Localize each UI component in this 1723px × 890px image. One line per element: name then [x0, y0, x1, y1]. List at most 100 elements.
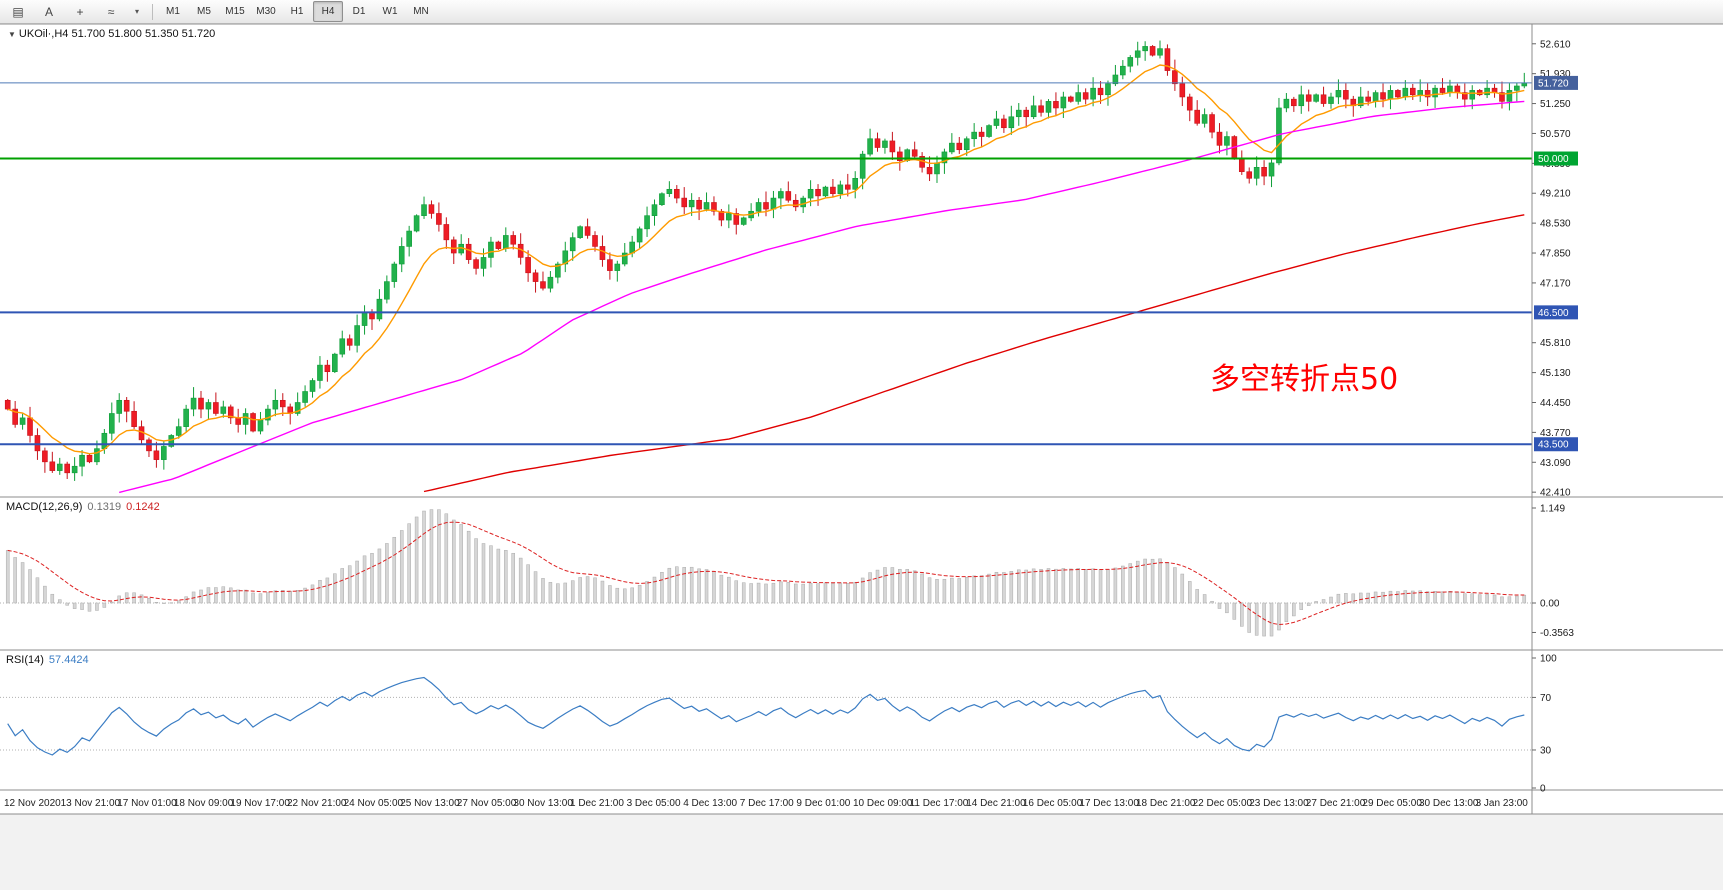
macd-bar [1158, 558, 1162, 604]
candle-body [592, 235, 598, 247]
candle-body [42, 450, 48, 463]
time-axis-label: 3 Jan 23:00 [1476, 798, 1529, 809]
macd-bar [518, 557, 523, 604]
candle-body [473, 259, 479, 269]
timeframe-button-h1[interactable]: H1 [290, 6, 304, 17]
annotate-a-icon[interactable]: A [44, 4, 53, 19]
candle-body [19, 417, 26, 425]
timeframe-button-mn[interactable]: MN [413, 6, 429, 17]
price-tick-label: 47.170 [1540, 278, 1571, 289]
chart-area[interactable]: 52.61051.93051.25050.57049.89049.21048.5… [0, 24, 1723, 890]
candle-body [1142, 46, 1148, 52]
time-axis-label: 3 Dec 05:00 [627, 798, 681, 809]
macd-bar [1039, 569, 1043, 604]
time-axis-label: 23 Dec 13:00 [1249, 798, 1309, 809]
indicator-wave-icon[interactable]: ≈ [107, 4, 115, 19]
macd-bar [206, 587, 211, 604]
candle-body [1075, 92, 1082, 102]
macd-bar [1440, 591, 1445, 604]
macd-bar [950, 577, 954, 604]
rsi-value: 57.4424 [48, 654, 89, 666]
macd-bar [623, 588, 627, 604]
macd-signal-value: 0.1242 [126, 501, 160, 513]
macd-bar [972, 575, 976, 604]
candle-body [1454, 85, 1461, 93]
candle-body [815, 188, 821, 197]
macd-signal-line [7, 521, 1525, 626]
candle-body [391, 263, 398, 282]
chart-grip-icon[interactable]: ▤ [12, 4, 24, 19]
macd-bar [1306, 602, 1311, 606]
price-badge [1534, 305, 1578, 320]
macd-bar [243, 589, 248, 604]
macd-bar [734, 580, 739, 604]
macd-bar [942, 578, 947, 604]
candle-body [1514, 85, 1520, 91]
time-axis-label: 11 Dec 17:00 [910, 798, 969, 809]
candle-body [361, 312, 368, 326]
timeframe-button-m30[interactable]: M30 [256, 6, 276, 17]
macd-bar [860, 577, 865, 604]
candle-body [778, 191, 784, 199]
macd-bar [979, 575, 984, 604]
bottom-margin [0, 814, 1723, 890]
macd-bar [28, 569, 32, 604]
candle-body [1268, 162, 1275, 177]
candle-body [763, 202, 769, 210]
candle-body [636, 228, 643, 243]
candle-body [1238, 158, 1245, 173]
candle-body [116, 399, 123, 414]
candle-body [1157, 48, 1163, 56]
macd-bar [429, 509, 434, 604]
candle-body [175, 426, 182, 436]
timeframe-button-m1[interactable]: M1 [166, 6, 180, 17]
candle-body [852, 177, 859, 190]
timeframe-button-m15[interactable]: M15 [225, 6, 245, 17]
timeframe-button-m5[interactable]: M5 [197, 6, 211, 17]
macd-bar [1180, 573, 1185, 604]
candle-body [220, 406, 227, 414]
candle-body [398, 246, 405, 265]
macd-bar [459, 524, 463, 604]
macd-bar [65, 602, 69, 606]
macd-bar [139, 594, 144, 604]
time-axis-label: 19 Nov 17:00 [230, 798, 290, 809]
macd-bar [1173, 567, 1177, 604]
candle-body [1439, 87, 1446, 93]
macd-bar [377, 548, 382, 604]
macd-bar [741, 582, 746, 604]
timeframe-button-h4[interactable]: H4 [313, 1, 343, 22]
macd-bar [1292, 602, 1296, 617]
macd-bar [466, 530, 471, 604]
macd-bar [1269, 602, 1274, 637]
candle-body [27, 417, 33, 436]
crosshair-icon[interactable]: + [76, 4, 84, 19]
macd-bar [1485, 594, 1489, 604]
collapse-triangle-icon[interactable]: ▼ [8, 30, 16, 39]
candle-body [1484, 87, 1490, 96]
candle-body [859, 153, 866, 179]
macd-bar [838, 582, 843, 604]
time-axis-label: 29 Dec 05:00 [1362, 798, 1422, 809]
dropdown-caret-icon[interactable]: ▾ [134, 7, 139, 16]
timeframe-button-w1[interactable]: W1 [382, 6, 398, 17]
macd-bar [176, 600, 181, 604]
macd-bar [474, 538, 478, 604]
chinese-annotation: 多空转折点50 [1210, 362, 1399, 397]
candle-body [332, 353, 338, 373]
candle-body [986, 125, 992, 137]
chart-canvas[interactable]: 52.61051.93051.25050.57049.89049.21048.5… [0, 24, 1723, 890]
candle-body [718, 210, 725, 221]
macd-bar [585, 576, 590, 604]
candle-body [666, 188, 673, 194]
macd-bar [957, 578, 962, 604]
macd-bar [890, 567, 895, 604]
candle-body [480, 257, 487, 269]
timeframe-button-d1[interactable]: D1 [352, 6, 366, 17]
macd-axis-label: -0.3563 [1540, 628, 1574, 639]
candle-body [1045, 101, 1052, 113]
macd-bar [1254, 602, 1259, 636]
candle-body [428, 204, 435, 214]
macd-axis-label: 1.149 [1540, 504, 1565, 515]
ohlc-low: 51.350 [144, 28, 179, 40]
